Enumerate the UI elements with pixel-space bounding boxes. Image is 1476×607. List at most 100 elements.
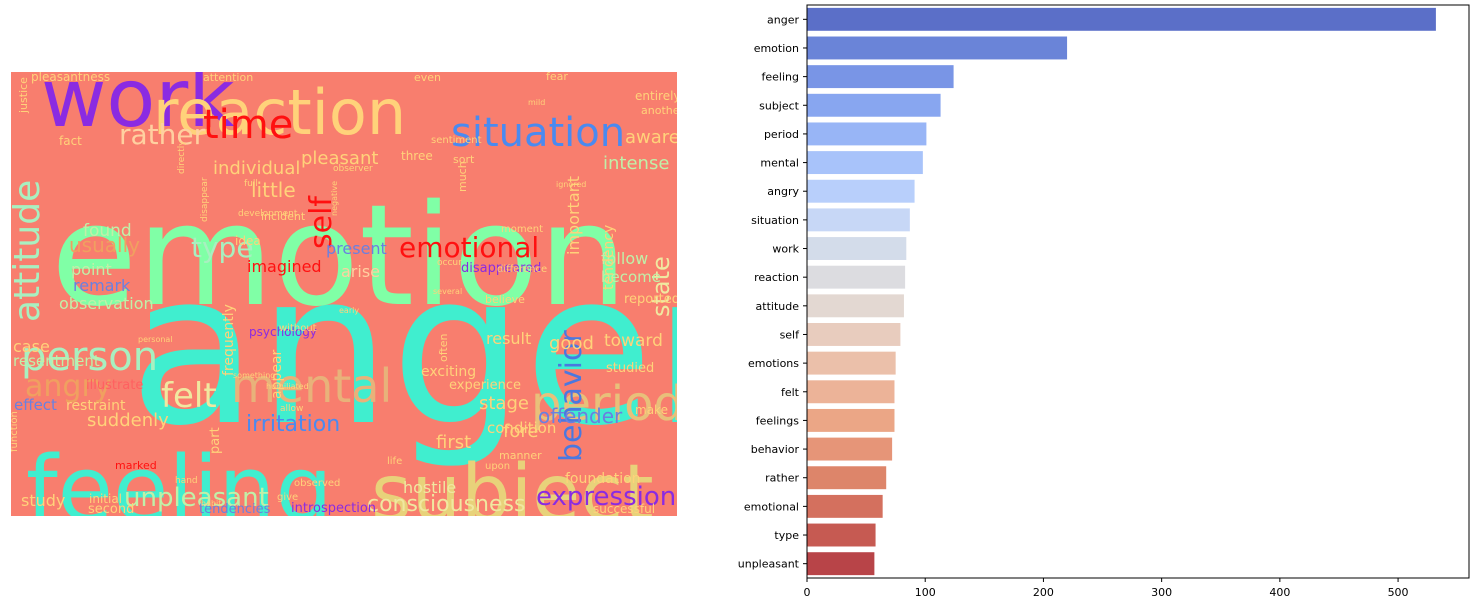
word-negative: negative: [330, 181, 339, 216]
word-idea: idea: [235, 234, 261, 248]
word-sentiment: sentiment: [431, 135, 482, 146]
y-label-situation: situation: [751, 214, 799, 227]
word-manner: manner: [499, 449, 542, 462]
word-foundation: foundation: [565, 471, 641, 487]
bar-subject: [807, 93, 941, 117]
bar-chart: anger emotion feeling subject period mental an…: [738, 4, 1470, 599]
x-tick-label-400: 400: [1269, 586, 1290, 599]
word-behavior: behavior: [554, 330, 589, 462]
y-label-feeling: feeling: [762, 71, 799, 84]
word-marked: marked: [115, 459, 157, 472]
x-tick-label-200: 200: [1033, 586, 1054, 599]
x-tick-label-100: 100: [915, 586, 936, 599]
word-emotion: emotion: [51, 175, 627, 338]
word-effect: effect: [14, 396, 57, 414]
word-entirely: entirely: [635, 89, 677, 103]
word-incident: incident: [261, 210, 306, 223]
y-label-period: period: [764, 128, 799, 141]
bar-type: [807, 523, 876, 547]
bar-period: [807, 122, 927, 146]
x-tick-label-300: 300: [1151, 586, 1172, 599]
word-often: often: [437, 334, 450, 362]
word-state: state: [647, 256, 675, 317]
word-mental: mental: [231, 359, 392, 413]
word-attention: attention: [203, 72, 253, 84]
word-type: type: [191, 231, 254, 264]
word-observation: observation: [59, 294, 154, 313]
word-mild: mild: [528, 98, 545, 107]
word-without: without: [279, 323, 317, 334]
bar-felt: [807, 380, 895, 404]
word-habit: habit: [201, 499, 221, 508]
word-studied: studied: [606, 361, 654, 376]
bar-rather: [807, 466, 887, 490]
y-label-work: work: [772, 243, 799, 256]
word-observer: observer: [333, 164, 373, 174]
bar-mental: [807, 151, 923, 175]
word-ignored: ignored: [556, 180, 586, 189]
y-label-rather: rather: [765, 472, 799, 485]
word-condition: condition: [487, 419, 556, 437]
word-anger: anger: [129, 227, 677, 472]
word-good: good: [549, 333, 594, 354]
word-hand: hand: [175, 476, 198, 486]
word-irritation: irritation: [246, 412, 340, 437]
word-even: even: [414, 72, 441, 84]
bar-angry: [807, 179, 915, 203]
word-exciting: exciting: [421, 364, 476, 380]
word-development: development: [238, 209, 298, 219]
bar-feeling: [807, 65, 954, 89]
word-subject: subject: [371, 449, 654, 516]
y-axis-labels: anger emotion feeling subject period mental an…: [738, 13, 807, 571]
word-function: function: [11, 411, 20, 452]
bar-unpleasant: [807, 552, 875, 576]
y-label-unpleasant: unpleasant: [738, 558, 800, 571]
word-reaction: reaction: [153, 76, 406, 149]
word-become: become: [601, 268, 661, 286]
word-arise: arise: [341, 262, 380, 281]
bar-emotional: [807, 494, 883, 518]
word-self: self: [304, 195, 339, 249]
y-label-emotions: emotions: [748, 357, 799, 370]
word-allow: allow: [280, 404, 303, 414]
word-observed: observed: [294, 478, 340, 489]
bar-situation: [807, 208, 910, 232]
bar-reaction: [807, 265, 906, 289]
word-point: point: [71, 260, 112, 279]
word-present: present: [326, 239, 387, 258]
word-result: result: [486, 329, 531, 348]
word-cloud-background: [11, 72, 677, 516]
y-label-felt: felt: [781, 386, 800, 399]
word-life: life: [387, 456, 402, 467]
word-give: give: [277, 492, 298, 503]
word-usually: usually: [69, 233, 140, 257]
word-something: something: [233, 371, 275, 380]
word-time: time: [203, 102, 293, 148]
x-tick-label-0: 0: [804, 586, 811, 599]
y-label-emotional: emotional: [744, 500, 799, 513]
word-offender: offender: [538, 404, 623, 428]
bar-self: [807, 323, 901, 346]
word-fear: fear: [546, 72, 568, 83]
word-justice: justice: [17, 77, 30, 114]
word-situation: situation: [451, 110, 625, 156]
bar-anger: [807, 7, 1436, 31]
bars-group: [807, 7, 1436, 576]
bar-emotion: [807, 36, 1068, 60]
word-important: important: [564, 176, 583, 255]
word-three: three: [401, 149, 433, 163]
word-stage: stage: [479, 393, 529, 414]
y-label-reaction: reaction: [754, 271, 799, 284]
y-label-mental: mental: [760, 157, 799, 170]
word-work: work: [41, 72, 235, 145]
word-humiliated: humiliated: [266, 382, 309, 391]
word-imagined: imagined: [247, 257, 322, 276]
word-angry: angry: [25, 369, 112, 404]
word-early: early: [339, 306, 359, 315]
word-remark: remark: [73, 276, 131, 295]
word-reported: reported: [624, 292, 677, 307]
plot-frame: [806, 4, 1470, 579]
word-emotional: emotional: [399, 231, 539, 264]
word-moment: moment: [501, 224, 543, 235]
